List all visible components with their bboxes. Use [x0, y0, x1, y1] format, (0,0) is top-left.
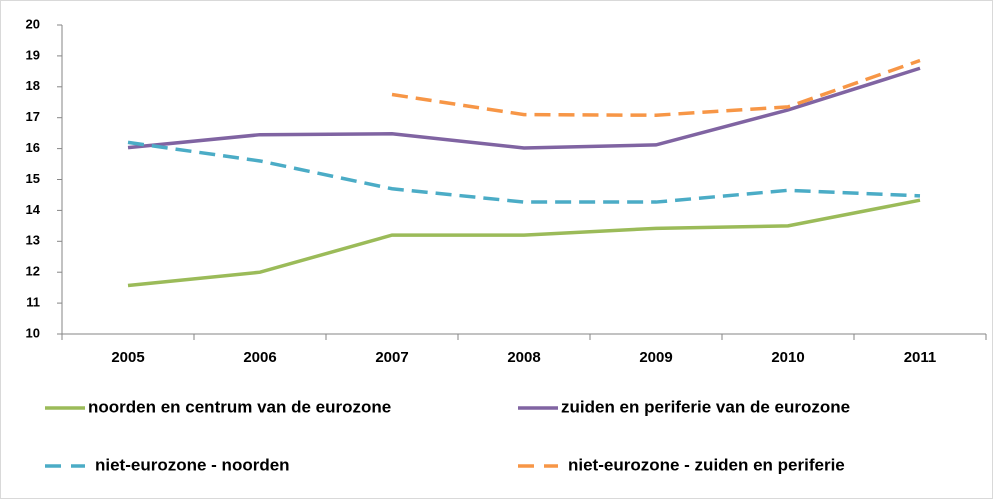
series-line — [127, 198, 921, 288]
y-tick-label: 13 — [26, 233, 40, 248]
legend-label: zuiden en periferie van de eurozone — [561, 397, 850, 416]
y-tick-label: 18 — [26, 78, 40, 93]
x-tick-label: 2007 — [375, 349, 408, 366]
y-tick-label: 17 — [26, 109, 40, 124]
x-tick-label: 2005 — [111, 349, 144, 366]
y-tick-label: 12 — [26, 264, 40, 279]
legend-label: niet-eurozone - noorden — [95, 455, 290, 474]
y-tick-label: 10 — [26, 325, 40, 340]
legend-label: niet-eurozone - zuiden en periferie — [568, 455, 845, 474]
x-tick-label: 2009 — [639, 349, 672, 366]
legend-label: noorden en centrum van de eurozone — [88, 397, 391, 416]
series-line — [127, 140, 921, 204]
y-tick-label: 20 — [26, 16, 40, 31]
y-tick-label: 16 — [26, 140, 40, 155]
y-tick-label: 14 — [26, 202, 41, 217]
x-tick-label: 2010 — [771, 349, 804, 366]
y-tick-label: 11 — [26, 295, 40, 310]
y-tick-label: 15 — [26, 171, 40, 186]
series-line — [391, 58, 921, 117]
x-tick-label: 2008 — [507, 349, 540, 366]
series-line — [127, 66, 921, 150]
x-tick-label: 2006 — [243, 349, 276, 366]
x-tick-label: 2011 — [904, 349, 937, 366]
y-tick-label: 19 — [26, 47, 40, 62]
